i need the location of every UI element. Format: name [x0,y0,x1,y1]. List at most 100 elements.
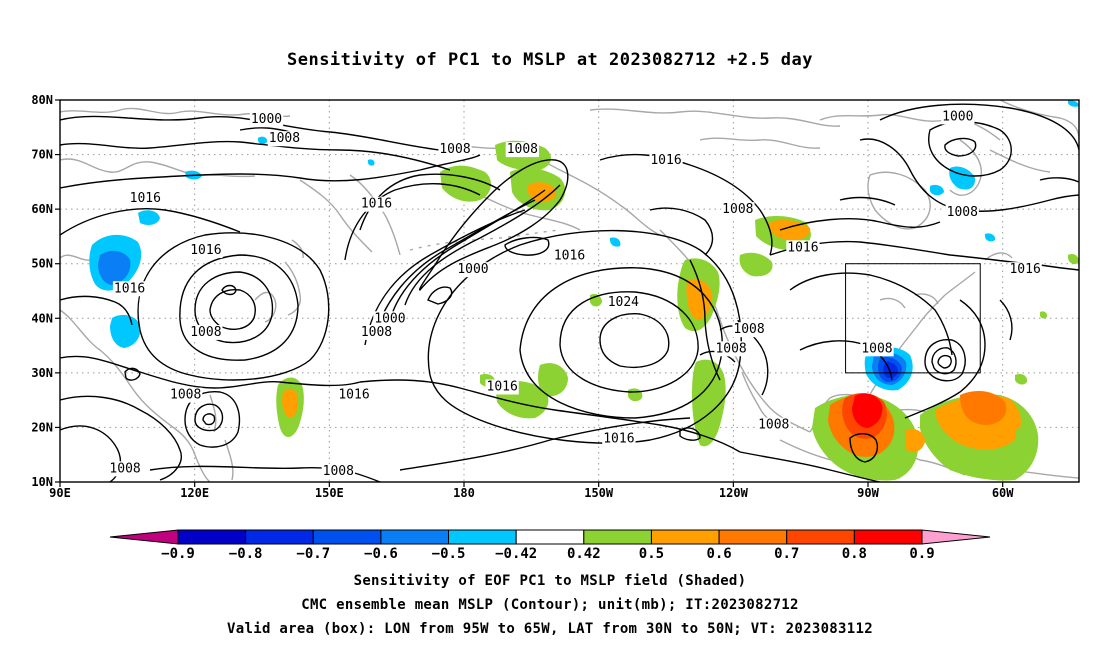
lat-tick-label: 70N [31,148,53,162]
colorbar-swatch [583,529,652,545]
contour-label: 1016 [130,191,161,206]
mslp-contours [60,103,1079,482]
lat-tick-label: 10N [31,475,53,489]
contour-label-bg [359,196,394,212]
contour-label-bg [721,202,755,218]
colorbar-label: −0.5 [432,546,466,562]
contour-label: 1008 [323,464,354,479]
contour-label: 1000 [374,311,405,326]
latitude-axis: 80N 70N 60N 50N 40N 30N 20N 10N [31,93,60,489]
lon-tick-label: 60W [992,486,1014,500]
colorbar: −0.9 −0.8 −0.7 −0.6 −0.5 −0.42 0.42 0.5 0.6 0.7 0.… [109,529,991,562]
lat-tick-label: 30N [31,366,53,380]
colorbar-label: 0.7 [774,546,799,562]
contour-label: 1008 [758,418,789,433]
contour-label-bg [602,431,636,447]
footer-line-3: Valid area (box): LON from 95W to 65W, L… [227,621,873,637]
contour-label-bg [505,142,540,158]
contour-label: 1016 [787,240,818,255]
colorbar-swatch [177,529,247,545]
footer-line-1: Sensitivity of EOF PC1 to MSLP field (Sh… [353,573,747,589]
lon-tick-label: 120E [180,486,209,500]
contour-label: 1008 [715,341,746,356]
colorbar-label: 0.5 [639,546,664,562]
contour-label: 1024 [608,295,639,310]
footer-line-2: CMC ensemble mean MSLP (Contour); unit(m… [301,597,799,613]
contour-label: 1016 [190,243,221,258]
colorbar-swatch [312,529,382,545]
contour-label: 1008 [507,142,538,157]
plot-area [60,100,1079,482]
colorbar-label: 0.42 [567,546,601,562]
contour-label: 1016 [338,388,369,403]
valid-area-box [845,263,981,374]
colorbar-swatch [515,529,585,545]
colorbar-swatch [853,529,923,545]
lon-tick-label: 120W [719,486,749,500]
contour-label: 1008 [109,461,140,476]
contour-label: 1016 [114,281,145,296]
contour-label: 1008 [439,142,470,157]
colorbar-lower-extension [109,529,179,545]
lat-tick-label: 80N [31,93,53,107]
lat-tick-label: 40N [31,311,53,325]
colorbar-swatch [380,529,450,545]
longitude-axis: 90E 120E 150E 180 150W 120W 90W 60W [49,482,1014,500]
contour-label: 1008 [170,388,201,403]
contour-label: 1008 [722,202,753,217]
colorbar-label: −0.7 [296,546,330,562]
contour-label: 1016 [554,249,585,264]
contour-label-bg [337,387,371,403]
contour-label-bg [649,153,683,169]
lon-tick-label: 180 [453,486,475,500]
contour-label-bg [941,109,975,125]
contour-label-bg [373,311,407,327]
colorbar-swatch [650,529,720,545]
contour-label-bg [757,417,791,433]
plot-frame [59,99,1080,483]
contour-label-bg [456,262,490,278]
lon-tick-label: 150E [315,486,344,500]
contour-label: 1008 [733,322,764,337]
colorbar-swatch [245,529,314,545]
contour-label-bg [485,379,519,395]
lat-tick-label: 20N [31,420,53,434]
lon-tick-label: 150W [584,486,614,500]
contour-label-bg [860,341,894,357]
contour-label: 1000 [457,262,488,277]
contour-label-bg [267,131,302,147]
contour-label-bg [189,243,223,259]
contour-label: 1016 [603,431,634,446]
contour-label-bg [189,324,223,340]
colorbar-label: −0.9 [161,546,195,562]
contour-label-bg [108,461,142,477]
contour-label: 1000 [942,109,973,124]
colorbar-swatch [786,529,855,545]
contour-label-bg [552,248,587,264]
contour-label-bg [945,204,979,220]
colorbar-swatch [718,529,788,545]
contour-label: 1008 [190,325,221,340]
lon-tick-label: 90E [49,486,71,500]
contour-label: 1008 [269,131,300,146]
contour-label-bg [112,281,147,297]
contour-label: 1016 [487,380,518,395]
contour-label: 1008 [861,341,892,356]
contour-label-bg [359,324,394,340]
contour-label: 1000 [251,112,282,127]
colorbar-label: −0.8 [229,546,263,562]
colorbar-label: 0.8 [842,546,867,562]
contour-label-bg [169,387,203,403]
lat-tick-label: 60N [31,202,53,216]
contour-label-bg [438,142,472,158]
contour-label-bg [249,112,284,128]
contour-label: 1016 [361,197,392,212]
contour-label-bg [128,191,162,207]
map-title: Sensitivity of PC1 to MSLP at 2023082712… [286,50,813,70]
colorbar-label: −0.42 [495,546,537,562]
contour-label-bg [1008,262,1042,278]
lat-tick-label: 50N [31,257,53,271]
contour-label: 1008 [361,325,392,340]
